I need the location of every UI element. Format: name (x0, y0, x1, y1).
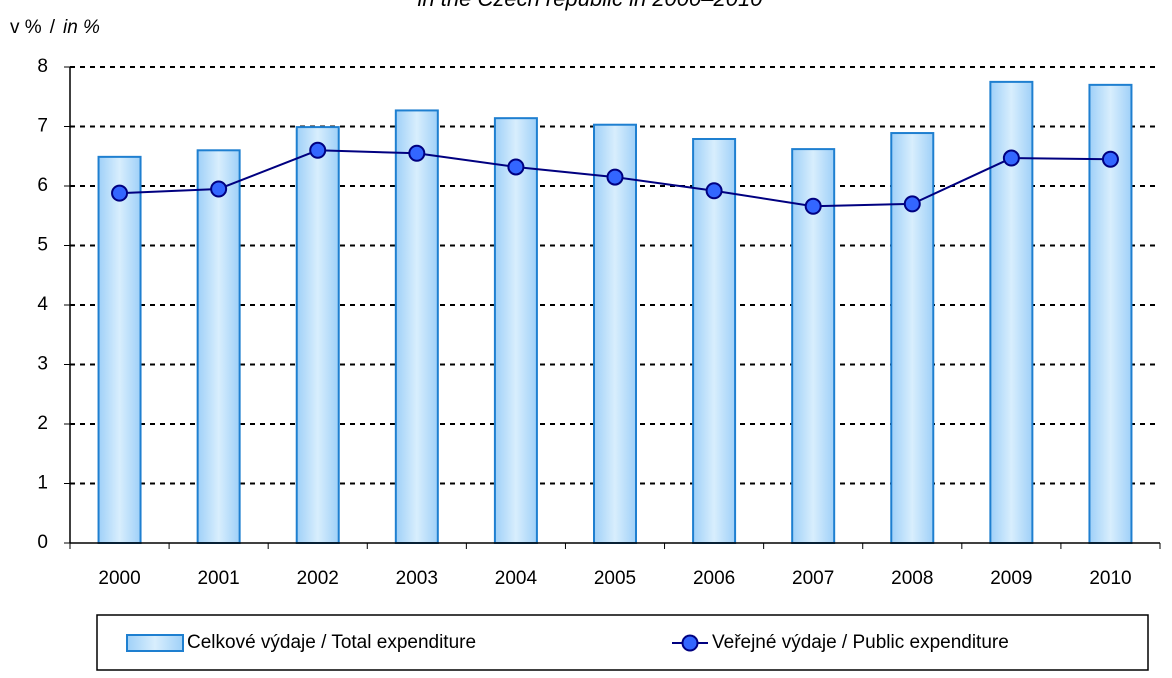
y-tick-label: 7 (37, 116, 48, 137)
y-label-sep: / (50, 17, 56, 38)
y-tick-label: 2 (37, 413, 48, 434)
y-tick-label: 1 (37, 473, 48, 494)
marker (1002, 149, 1020, 167)
marker (408, 144, 426, 162)
legend-box (96, 614, 1149, 671)
x-tick-label: 2010 (1089, 568, 1131, 589)
marker (903, 195, 921, 213)
y-label-cz: v % (10, 17, 42, 38)
marker (705, 182, 723, 200)
bar (196, 149, 241, 545)
y-tick-label: 8 (37, 56, 48, 77)
bar (97, 155, 142, 544)
y-tick-label: 4 (37, 294, 48, 315)
x-tick-label: 2007 (792, 568, 834, 589)
bar (890, 132, 935, 544)
y-label-en: in % (63, 17, 100, 38)
y-axis-label: v % / in % (10, 17, 100, 38)
x-tick-label: 2001 (197, 568, 239, 589)
bar (295, 126, 340, 544)
chart-title: in the Czech republic in 2000–2010 (418, 0, 764, 11)
marker (309, 141, 327, 159)
bar (692, 137, 737, 544)
x-tick-label: 2004 (495, 568, 538, 589)
x-tick-label: 2005 (594, 568, 636, 589)
x-tick-label: 2006 (693, 568, 735, 589)
legend-label: Veřejné výdaje / Public expenditure (712, 632, 1009, 653)
marker (606, 168, 624, 186)
y-tick-label: 6 (37, 175, 48, 196)
x-tick-label: 2003 (396, 568, 438, 589)
legend-swatch (126, 634, 184, 652)
y-tick-label: 5 (37, 235, 48, 256)
y-tick-label: 0 (37, 532, 48, 553)
bar (394, 109, 439, 544)
legend-marker (681, 634, 699, 652)
x-tick-label: 2000 (98, 568, 140, 589)
bar (493, 117, 538, 544)
bar (791, 148, 836, 545)
y-tick-label: 3 (37, 354, 48, 375)
marker (210, 180, 228, 198)
x-tick-label: 2009 (990, 568, 1032, 589)
x-tick-label: 2008 (891, 568, 933, 589)
marker (804, 197, 822, 215)
legend-label: Celkové výdaje / Total expenditure (187, 632, 476, 653)
marker (111, 184, 129, 202)
marker (507, 158, 525, 176)
x-tick-label: 2002 (297, 568, 339, 589)
marker (1101, 150, 1119, 168)
bar (593, 123, 637, 544)
